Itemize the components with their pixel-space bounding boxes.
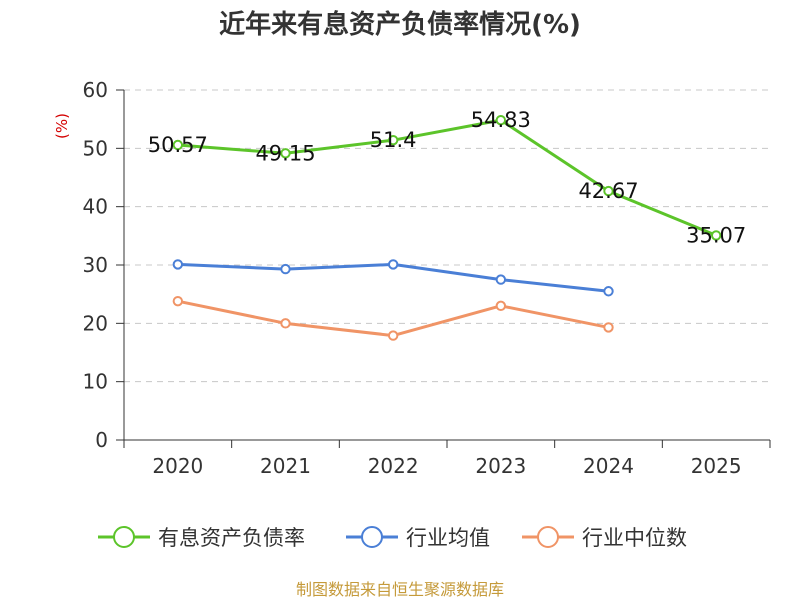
data-label: 49.15 <box>255 141 315 165</box>
data-point <box>172 139 184 151</box>
gridlines <box>124 89 770 383</box>
legend-label: 行业均值 <box>406 526 490 550</box>
series-3 <box>172 295 614 341</box>
data-point <box>495 274 507 285</box>
y-tick-label: 0 <box>95 428 108 452</box>
data-point <box>172 295 184 307</box>
y-tick-label: 40 <box>83 195 108 219</box>
y-tick-label: 60 <box>83 78 108 102</box>
axes: 0 10 20 30 40 50 60 2020 2021 2022 2023 2024 2025 <box>83 78 771 478</box>
data-point <box>387 134 399 146</box>
data-label: 54.83 <box>471 108 531 132</box>
x-tick-label: 2022 <box>368 454 419 478</box>
legend-item-2: 行业均值 <box>346 526 490 550</box>
data-point <box>387 259 399 270</box>
series-2 <box>172 259 614 297</box>
data-label: 50.57 <box>148 133 208 157</box>
x-tick-label: 2020 <box>152 454 203 478</box>
series-layer: 50.57 49.15 51.4 54.83 42.67 35.07 <box>148 108 746 341</box>
data-point <box>172 259 184 270</box>
chart-title: 近年来有息资产负债率情况(%) <box>219 9 581 40</box>
x-tick-label: 2025 <box>691 454 742 478</box>
x-tick-label: 2023 <box>475 454 526 478</box>
source-note: 制图数据来自恒生聚源数据库 <box>296 580 504 599</box>
data-point <box>280 148 291 159</box>
legend-item-1: 有息资产负债率 <box>98 526 305 550</box>
data-point <box>603 185 614 197</box>
data-point <box>280 263 291 275</box>
legend-marker <box>113 526 135 548</box>
legend-marker <box>361 526 383 548</box>
data-label: 42.67 <box>578 179 638 203</box>
y-tick-label: 10 <box>83 370 108 394</box>
x-tick-label: 2024 <box>583 454 634 478</box>
legend-label: 有息资产负债率 <box>158 526 305 550</box>
series-line <box>177 118 717 237</box>
y-axis-label: (%) <box>53 113 71 139</box>
legend: 有息资产负债率 行业均值 行业中位数 <box>98 526 687 550</box>
data-label: 51.4 <box>370 128 417 152</box>
data-point <box>280 318 291 329</box>
legend-label: 行业中位数 <box>582 526 687 550</box>
series-1: 50.57 49.15 51.4 54.83 42.67 35.07 <box>148 108 746 247</box>
legend-item-3: 行业中位数 <box>522 526 687 550</box>
data-point <box>603 286 614 297</box>
data-point <box>495 114 507 126</box>
y-tick-label: 30 <box>83 253 108 277</box>
data-point <box>387 330 399 341</box>
y-tick-label: 50 <box>83 136 108 160</box>
data-point <box>710 230 722 241</box>
y-tick-label: 20 <box>83 311 108 335</box>
data-label: 35.07 <box>686 223 746 247</box>
data-point <box>603 322 614 333</box>
data-point <box>495 300 507 312</box>
legend-marker <box>537 526 559 548</box>
x-tick-label: 2021 <box>260 454 311 478</box>
